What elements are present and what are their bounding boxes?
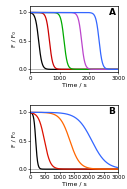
Text: B: B: [109, 108, 115, 116]
X-axis label: Time / s: Time / s: [62, 182, 87, 187]
Y-axis label: F / F₀: F / F₀: [12, 31, 17, 47]
Y-axis label: F / F₀: F / F₀: [12, 131, 17, 147]
Text: A: A: [108, 8, 115, 17]
X-axis label: Time / s: Time / s: [62, 82, 87, 87]
